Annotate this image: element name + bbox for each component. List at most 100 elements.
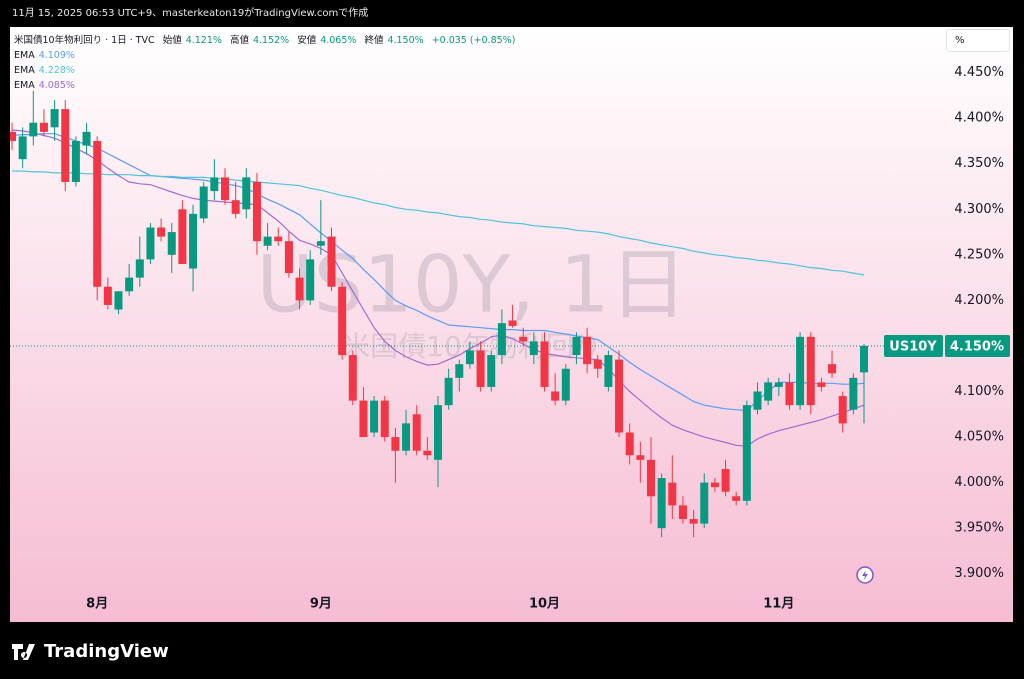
candle-body <box>849 377 858 410</box>
candle-body <box>678 505 687 520</box>
candle-body <box>806 336 815 406</box>
y-tick-label: 4.350% <box>954 156 1004 171</box>
symbol-title: 米国債10年物利回り · 1日 · TVC <box>14 35 155 46</box>
candle-body <box>71 140 80 182</box>
y-tick-label: 4.300% <box>954 202 1004 217</box>
candle-body <box>242 177 251 210</box>
plot-area <box>10 90 885 538</box>
ohlc-label: 安値 <box>297 35 317 46</box>
candle-body <box>146 227 155 260</box>
candle-body <box>380 400 389 438</box>
candle-body <box>274 236 283 242</box>
y-tick-label: 3.950% <box>954 521 1004 536</box>
candle-body <box>39 122 48 132</box>
ohlc-value: 4.152% <box>252 35 290 46</box>
candle-body <box>231 200 240 214</box>
candle-body <box>508 320 517 326</box>
candle-body <box>710 482 719 488</box>
candle-body <box>497 323 506 356</box>
candle-body <box>402 423 411 451</box>
ema-line <box>12 170 865 276</box>
candle-body <box>774 382 783 387</box>
ema-name: EMA <box>14 65 35 76</box>
ema-value: 4.228% <box>38 65 75 76</box>
candle-body <box>189 213 198 269</box>
candle-body <box>657 478 666 529</box>
candle-body <box>540 341 549 387</box>
candle-body <box>359 400 368 438</box>
candle-body <box>178 209 187 264</box>
y-tick-label: 4.200% <box>954 293 1004 308</box>
candle-body <box>828 364 837 374</box>
candle-body <box>391 437 400 451</box>
candle-body <box>615 359 624 433</box>
ema-legend: EMA 4.109% EMA 4.228% EMA 4.085% <box>14 48 519 93</box>
candle-body <box>93 140 102 287</box>
ohlc-value: 4.121% <box>185 35 222 46</box>
candle-body <box>306 259 315 301</box>
ohlc-label: 高値 <box>229 35 249 46</box>
unit-button[interactable]: % <box>946 29 1010 52</box>
change: +0.035 (+0.85%) <box>431 35 516 46</box>
candle-body <box>29 122 38 137</box>
candle-body <box>647 459 655 497</box>
ema-name: EMA <box>14 80 35 91</box>
candle-body <box>157 227 166 237</box>
candle-body <box>167 232 176 255</box>
candle-body <box>455 364 464 378</box>
candle-body <box>668 482 677 506</box>
candle-body <box>263 236 272 246</box>
ema-legend-row: EMA 4.228% <box>14 63 519 78</box>
symbol-tag <box>884 334 943 357</box>
candle-body <box>465 350 474 365</box>
candle-body <box>348 355 357 401</box>
ohlc-value: 4.065% <box>320 35 357 46</box>
candle-body <box>423 450 432 456</box>
candle-body <box>785 382 794 406</box>
candle-body <box>721 468 730 492</box>
candle-body <box>860 345 868 373</box>
y-tick-label: 3.900% <box>954 566 1004 581</box>
candle-body <box>817 382 826 387</box>
y-tick-label: 4.100% <box>954 384 1004 399</box>
candle-body <box>519 336 528 342</box>
candle-body <box>636 455 645 460</box>
candle-body <box>625 432 634 456</box>
candle-body <box>561 368 570 401</box>
candle-body <box>295 277 304 301</box>
candle-body <box>284 241 293 274</box>
x-tick-label: 11月 <box>763 597 794 612</box>
candle-body <box>434 405 442 460</box>
candle-body <box>796 336 805 406</box>
candle-body <box>476 350 485 387</box>
candle-body <box>61 109 70 182</box>
ema-value: 4.109% <box>38 50 75 61</box>
candle-body <box>444 377 453 406</box>
ema-legend-row: EMA 4.109% <box>14 48 519 63</box>
candle-body <box>199 186 208 219</box>
lightning-icon[interactable] <box>856 566 874 584</box>
candle-body <box>18 136 27 160</box>
candle-body <box>221 177 229 201</box>
candle-body <box>764 382 773 401</box>
y-tick-label: 4.000% <box>954 475 1004 490</box>
ohlc-row: 米国債10年物利回り · 1日 · TVC 始値 4.121% 高値 4.152% 安値… <box>14 33 519 48</box>
ohlc-label: 終値 <box>364 35 384 46</box>
y-tick-label: 4.400% <box>954 111 1004 126</box>
candle-body <box>583 336 592 365</box>
candle-body <box>82 131 91 146</box>
legend: 米国債10年物利回り · 1日 · TVC 始値 4.121% 高値 4.152% 安値… <box>14 33 519 93</box>
tradingview-logo-icon <box>12 644 35 660</box>
candle-body <box>742 405 751 501</box>
symbol-tag-label: US10Y <box>889 339 937 354</box>
ema-name: EMA <box>14 50 35 61</box>
candle-body <box>732 496 741 501</box>
price-tag-label: 4.150% <box>950 339 1004 354</box>
candle-body <box>125 277 134 292</box>
candle-body <box>551 391 560 401</box>
x-tick-label: 9月 <box>310 597 332 612</box>
candle-body <box>10 131 16 141</box>
y-tick-label: 4.450% <box>954 65 1004 80</box>
candle-body <box>700 482 709 524</box>
